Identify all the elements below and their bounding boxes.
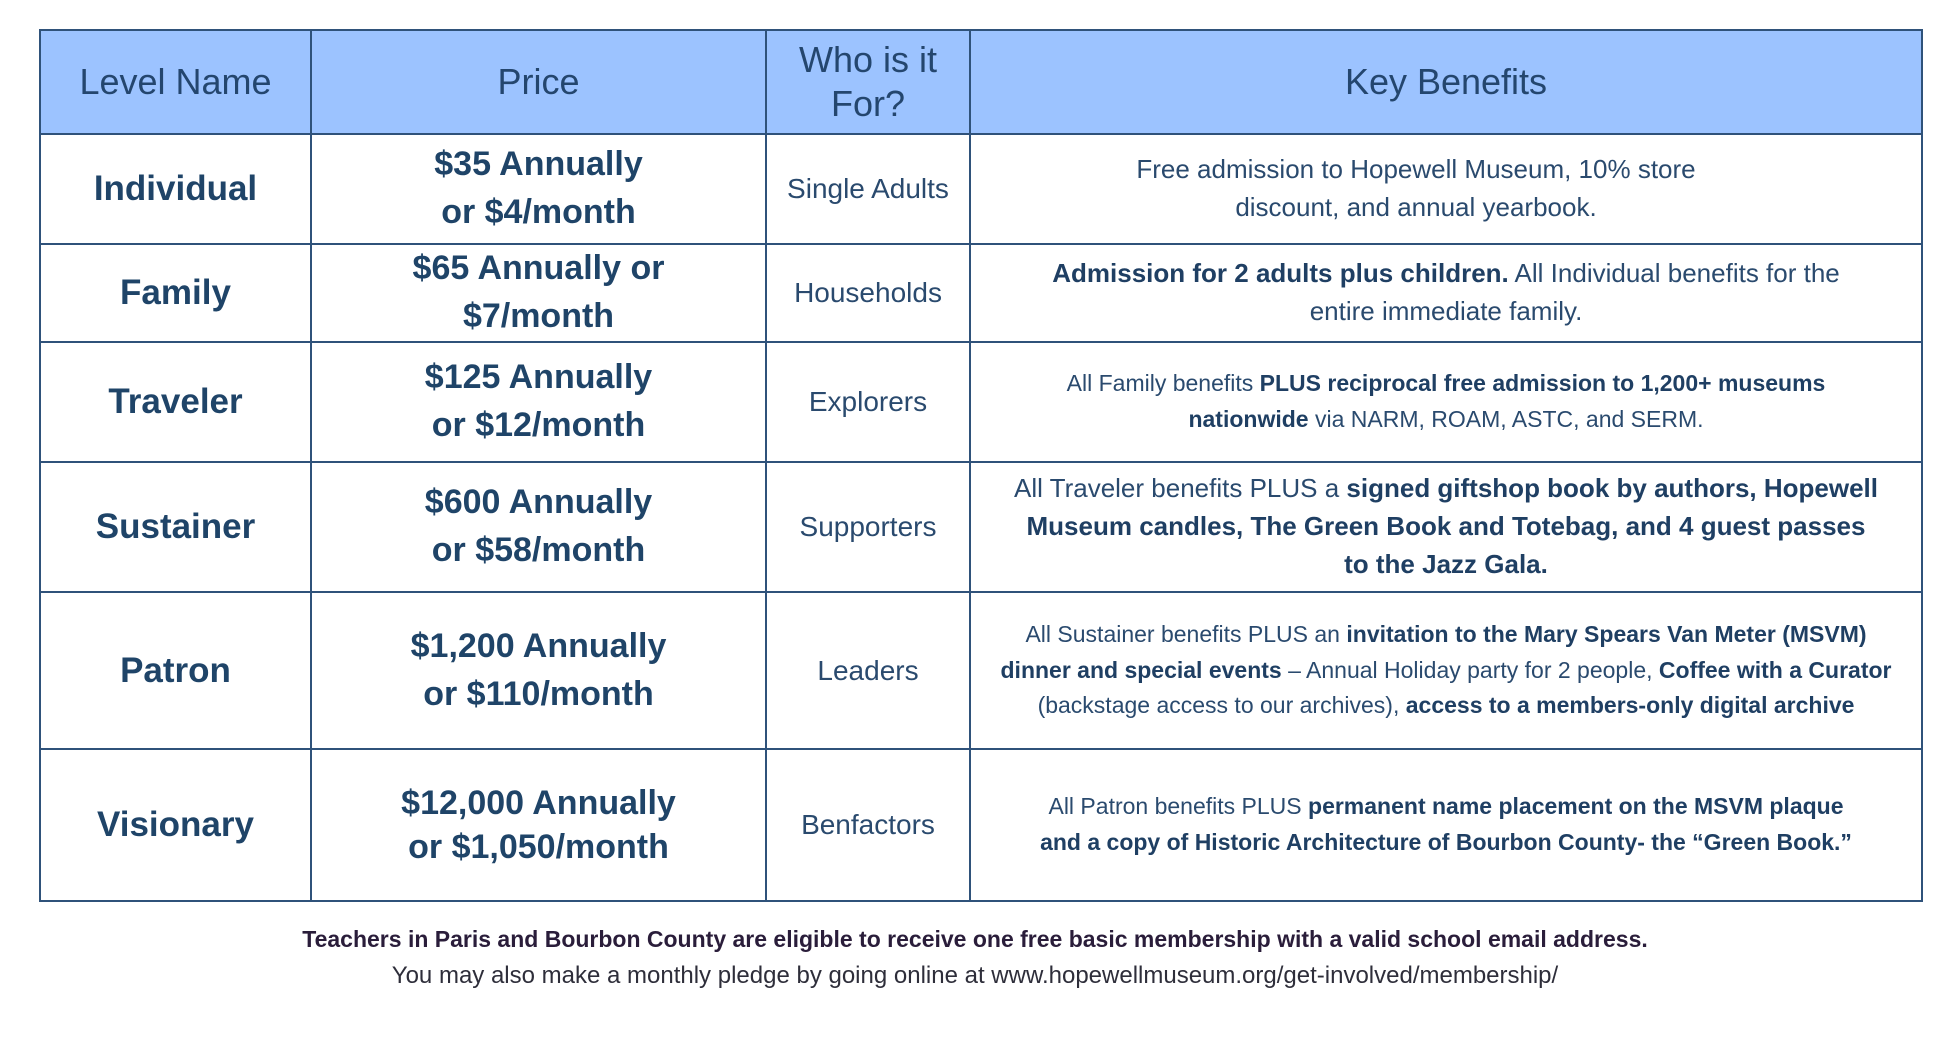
price: $65 Annually or $7/month xyxy=(310,243,767,343)
benefit-text-bold: PLUS reciprocal free admission to 1,200+… xyxy=(1188,370,1826,432)
price: $125 Annually or $12/month xyxy=(310,341,767,463)
audience: Explorers xyxy=(765,341,971,463)
table-row: Traveler $125 Annually or $12/month Expl… xyxy=(39,341,1923,463)
key-benefits: Free admission to Hopewell Museum, 10% s… xyxy=(969,133,1923,245)
price-monthly: or $4/month xyxy=(441,193,636,231)
pledge-note: You may also make a monthly pledge by go… xyxy=(391,962,1559,989)
price: $600 Annually or $58/month xyxy=(310,461,767,593)
table-row: Family $65 Annually or $7/month Househol… xyxy=(39,243,1923,343)
price-annual: $35 Annually xyxy=(434,145,643,184)
audience: Leaders xyxy=(765,591,971,750)
price: $12,000 Annually or $1,050/month xyxy=(310,748,767,902)
header-level-name: Level Name xyxy=(39,29,312,135)
key-benefits: All Family benefits PLUS reciprocal free… xyxy=(969,341,1923,463)
level-name: Family xyxy=(39,243,312,343)
benefit-text-bold: Coffee with a Curator xyxy=(1658,656,1892,683)
benefit-text: All Sustainer benefits PLUS an xyxy=(1025,621,1347,648)
price: $1,200 Annually or $110/month xyxy=(310,591,767,750)
level-name: Individual xyxy=(39,133,312,245)
benefit-text-bold: signed giftshop book by authors, Hopewel… xyxy=(1026,473,1878,579)
price-annual: $12,000 Annually xyxy=(401,783,676,822)
header-key-benefits: Key Benefits xyxy=(969,29,1923,135)
price-annual: $1,200 Annually xyxy=(410,626,667,665)
key-benefits: All Traveler benefits PLUS a signed gift… xyxy=(969,461,1923,593)
header-price: Price xyxy=(310,29,767,135)
audience: Single Adults xyxy=(765,133,971,245)
price-monthly: or $58/month xyxy=(431,531,646,569)
price-monthly: $7/month xyxy=(462,297,615,335)
table-row: Individual $35 Annually or $4/month Sing… xyxy=(39,133,1923,245)
level-name: Patron xyxy=(39,591,312,750)
price-monthly: or $110/month xyxy=(423,674,654,713)
price-annual: $125 Annually xyxy=(424,358,653,397)
level-name: Sustainer xyxy=(39,461,312,593)
benefit-text-bold: Admission for 2 adults plus children. xyxy=(1052,258,1509,289)
price-annual: $65 Annually or xyxy=(412,249,665,288)
price-annual: $600 Annually xyxy=(424,483,653,522)
level-name: Traveler xyxy=(39,341,312,463)
level-name: Visionary xyxy=(39,748,312,902)
key-benefits: Admission for 2 adults plus children. Al… xyxy=(969,243,1923,343)
header-row: Level Name Price Who is it For? Key Bene… xyxy=(39,29,1923,135)
benefit-text: All Individual benefits for the entire i… xyxy=(1309,258,1840,326)
audience: Supporters xyxy=(765,461,971,593)
teachers-note: Teachers in Paris and Bourbon County are… xyxy=(302,926,1648,952)
audience: Households xyxy=(765,243,971,343)
key-benefits: All Sustainer benefits PLUS an invitatio… xyxy=(969,591,1923,750)
table-row: Visionary $12,000 Annually or $1,050/mon… xyxy=(39,748,1923,902)
table-row: Patron $1,200 Annually or $110/month Lea… xyxy=(39,591,1923,750)
benefit-text: via NARM, ROAM, ASTC, and SERM. xyxy=(1308,406,1704,432)
benefit-text: (backstage access to our archives), xyxy=(1037,692,1406,719)
audience: Benfactors xyxy=(765,748,971,902)
key-benefits: All Patron benefits PLUS permanent name … xyxy=(969,748,1923,902)
benefit-text-bold: invitation to the Mary Spears Van Meter … xyxy=(1000,621,1867,683)
benefit-text: – Annual Holiday party for 2 people, xyxy=(1281,656,1659,683)
benefit-text-bold: permanent name placement on the MSVM pla… xyxy=(1040,793,1852,855)
table-row: Sustainer $600 Annually or $58/month Sup… xyxy=(39,461,1923,593)
header-who-is-it-for: Who is it For? xyxy=(765,29,971,135)
price: $35 Annually or $4/month xyxy=(310,133,767,245)
benefit-text: All Patron benefits PLUS xyxy=(1048,793,1309,820)
benefit-text: All Traveler benefits PLUS a xyxy=(1014,473,1347,504)
price-monthly: or $12/month xyxy=(431,406,646,444)
membership-table: Level Name Price Who is it For? Key Bene… xyxy=(39,29,1923,902)
price-monthly: or $1,050/month xyxy=(408,828,669,866)
benefit-text: All Family benefits xyxy=(1066,370,1260,397)
benefit-text-bold: access to a members-only digital archive xyxy=(1405,692,1855,719)
benefit-text: Free admission to Hopewell Museum, 10% s… xyxy=(1136,154,1696,222)
